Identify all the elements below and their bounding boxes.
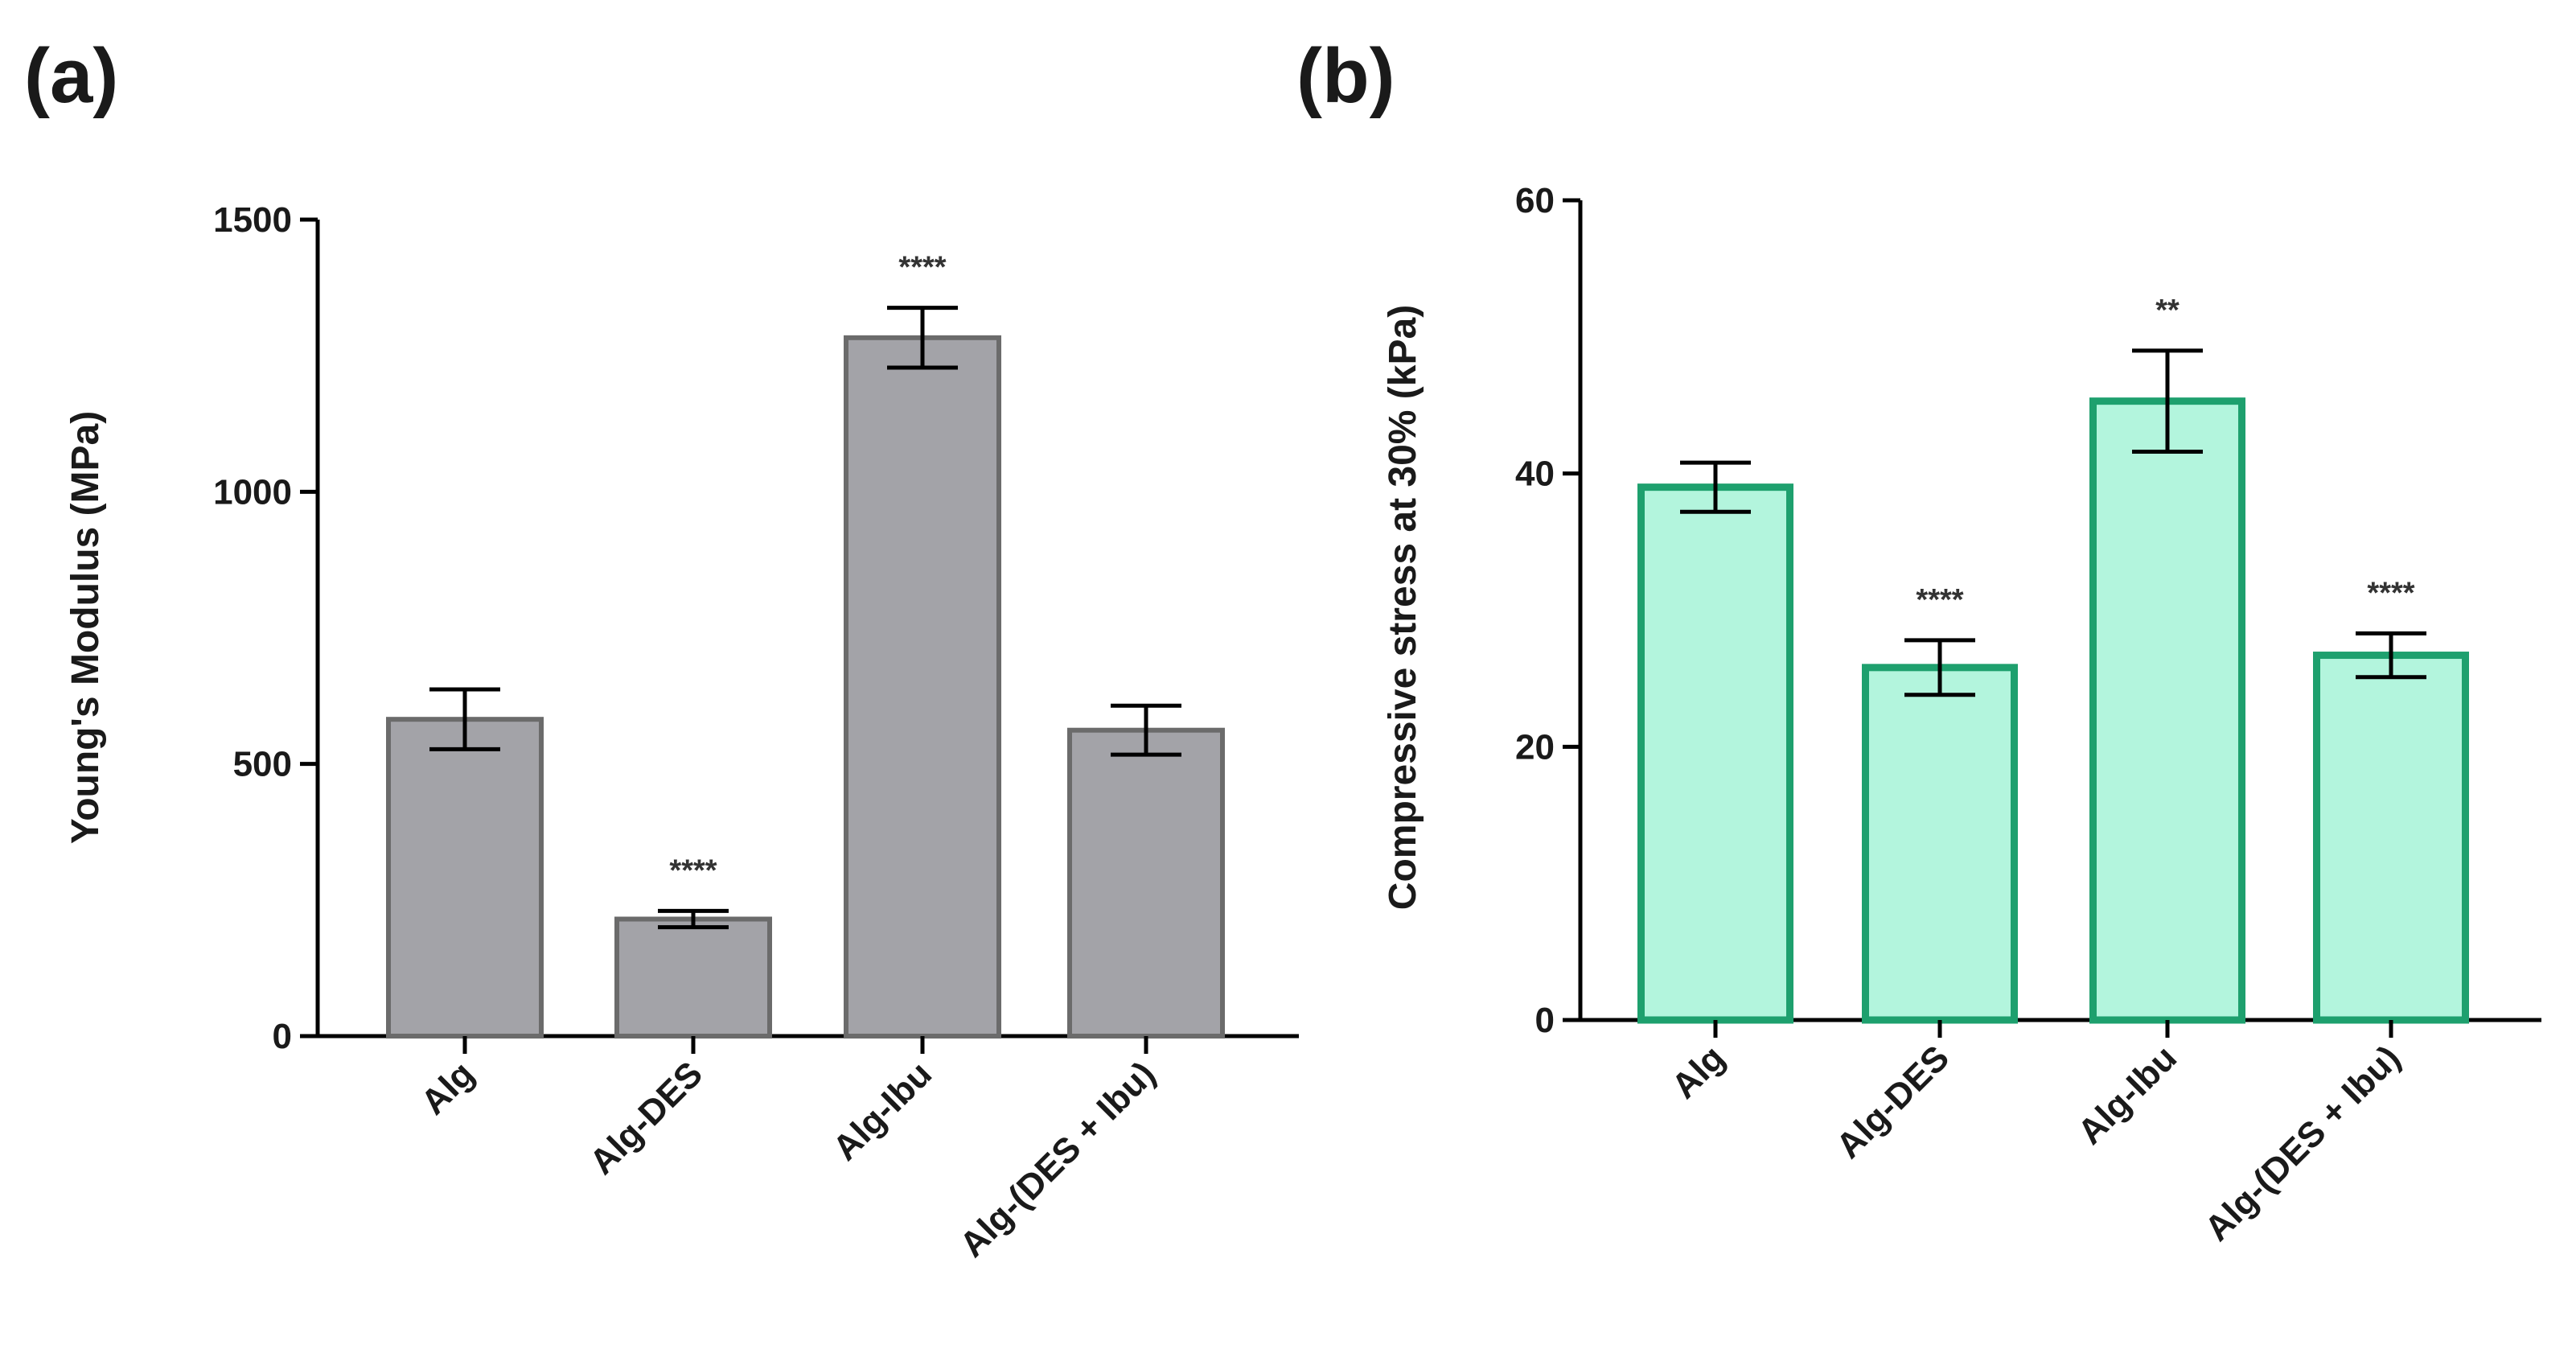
bar — [2313, 652, 2469, 1024]
bar — [1862, 664, 2018, 1024]
y-axis-title: Compressive stress at 30% (kPa) — [1382, 305, 1424, 910]
panel-b-label: (b) — [1296, 33, 1395, 119]
x-category-label: Alg-(DES + Ibu) — [2197, 1038, 2408, 1248]
y-tick-label: 500 — [233, 745, 292, 784]
chart-a: 0 500 1000 1500 Young's Modulus (MPa) Alg ****… — [64, 200, 1299, 1265]
bar — [844, 335, 1001, 1039]
significance-label: **** — [669, 853, 717, 887]
significance-label: **** — [2367, 576, 2414, 610]
y-tick-label: 0 — [1535, 1001, 1555, 1040]
panel-a-label: (a) — [24, 33, 119, 119]
y-axis-title: Young's Modulus (MPa) — [64, 411, 107, 844]
y-tick-label: 1500 — [213, 200, 292, 240]
bar — [1067, 727, 1225, 1039]
bar — [386, 717, 544, 1039]
y-tick-label: 1000 — [213, 472, 292, 512]
x-category-label: Alg-(DES + Ibu) — [952, 1054, 1163, 1265]
y-tick-label: 20 — [1515, 727, 1555, 767]
x-category-label: Alg-DES — [582, 1054, 710, 1182]
y-tick-label: 60 — [1515, 181, 1555, 220]
x-category-label: Alg-Ibu — [825, 1054, 939, 1168]
y-tick-label: 0 — [273, 1017, 292, 1056]
chart-b: 0 20 40 60 Compressive stress at 30% (kPa) Al… — [1382, 181, 2541, 1248]
significance-label: **** — [1916, 583, 1963, 617]
significance-label: ** — [2155, 294, 2180, 327]
y-tick-label: 40 — [1515, 455, 1555, 494]
x-category-label: Alg-DES — [1829, 1038, 1957, 1166]
x-category-label: Alg-Ibu — [2070, 1038, 2184, 1152]
significance-label: **** — [898, 251, 946, 285]
bar — [1637, 483, 1793, 1024]
bar — [2089, 397, 2245, 1024]
bar — [614, 916, 772, 1039]
x-category-label: Alg — [1664, 1038, 1732, 1106]
x-category-label: Alg — [413, 1054, 482, 1122]
